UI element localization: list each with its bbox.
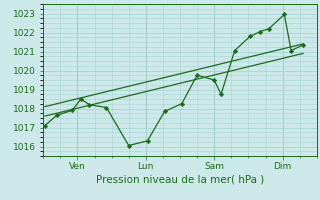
X-axis label: Pression niveau de la mer( hPa ): Pression niveau de la mer( hPa ) bbox=[96, 175, 264, 185]
